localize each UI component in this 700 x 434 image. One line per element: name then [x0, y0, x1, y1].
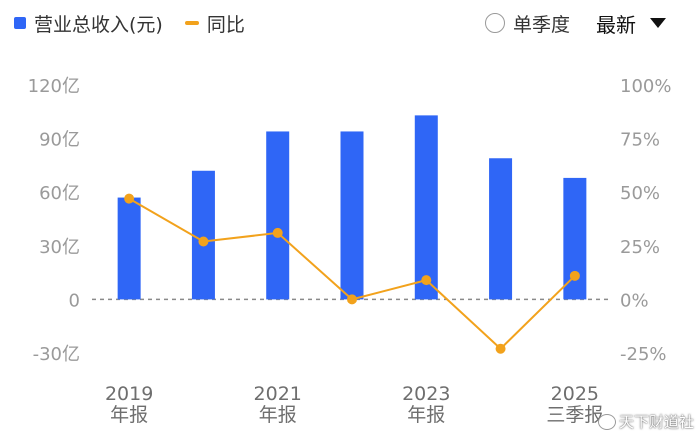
sort-dropdown[interactable]: 最新 — [596, 9, 666, 38]
yoy-point — [124, 193, 135, 204]
quarterly-radio[interactable] — [484, 13, 505, 33]
caret-down-icon — [650, 18, 666, 28]
watermark-text: 天下财道社 — [618, 413, 694, 431]
revenue-bar — [563, 177, 587, 300]
yoy-line — [124, 193, 580, 354]
yoy-point — [421, 275, 432, 286]
y-right-tick-label: 50% — [620, 183, 660, 204]
revenue-bar — [191, 170, 215, 300]
yoy-point — [569, 270, 580, 281]
x-tick-label-year: 2021 — [254, 383, 302, 405]
bars — [117, 115, 587, 300]
x-tick-label-period: 年报 — [110, 404, 148, 426]
revenue-bar — [340, 131, 364, 300]
legend-item-yoy[interactable]: 同比 — [184, 10, 245, 37]
legend-bar-swatch — [14, 17, 26, 29]
legend: 营业总收入(元) 同比 — [14, 8, 267, 38]
chart-controls: 单季度 最新 — [484, 8, 666, 38]
x-tick-label-year: 2025 — [551, 383, 599, 405]
y-right-tick-label: 100% — [620, 76, 671, 97]
yoy-point — [495, 343, 506, 354]
x-tick-label-year: 2023 — [402, 383, 450, 405]
yoy-point — [347, 294, 357, 305]
legend-revenue-label: 营业总收入(元) — [34, 13, 163, 36]
revenue-bar — [489, 158, 513, 300]
watermark: 天下财道社 — [597, 411, 694, 432]
legend-item-revenue[interactable]: 营业总收入(元) — [14, 10, 163, 37]
x-tick-label-period: 三季报 — [546, 404, 603, 426]
y-left-tick-label: 90亿 — [39, 130, 80, 151]
y-right-tick-label: 25% — [620, 237, 660, 258]
yoy-point — [272, 227, 283, 238]
x-tick-label-period: 年报 — [407, 404, 445, 426]
revenue-bar — [266, 131, 290, 300]
sort-dropdown-label: 最新 — [596, 12, 636, 37]
legend-line-swatch — [184, 21, 199, 25]
x-tick-label-year: 2019 — [105, 383, 153, 405]
y-right-tick-label: -25% — [620, 344, 667, 365]
x-tick-label-period: 年报 — [259, 404, 297, 426]
y-right-tick-label: 0% — [620, 290, 649, 311]
revenue-bar — [414, 115, 438, 300]
revenue-bar — [117, 197, 141, 300]
legend-yoy-label: 同比 — [206, 13, 245, 36]
y-left-tick-label: 120亿 — [28, 76, 80, 97]
weibo-icon — [597, 413, 616, 430]
y-left-tick-label: 0 — [69, 290, 80, 311]
y-left-tick-label: 60亿 — [39, 183, 80, 204]
quarterly-label[interactable]: 单季度 — [512, 13, 570, 36]
y-left-tick-label: 30亿 — [39, 237, 80, 258]
y-right-tick-label: 75% — [620, 130, 660, 151]
yoy-point — [198, 236, 209, 247]
y-left-tick-label: -30亿 — [33, 344, 80, 365]
